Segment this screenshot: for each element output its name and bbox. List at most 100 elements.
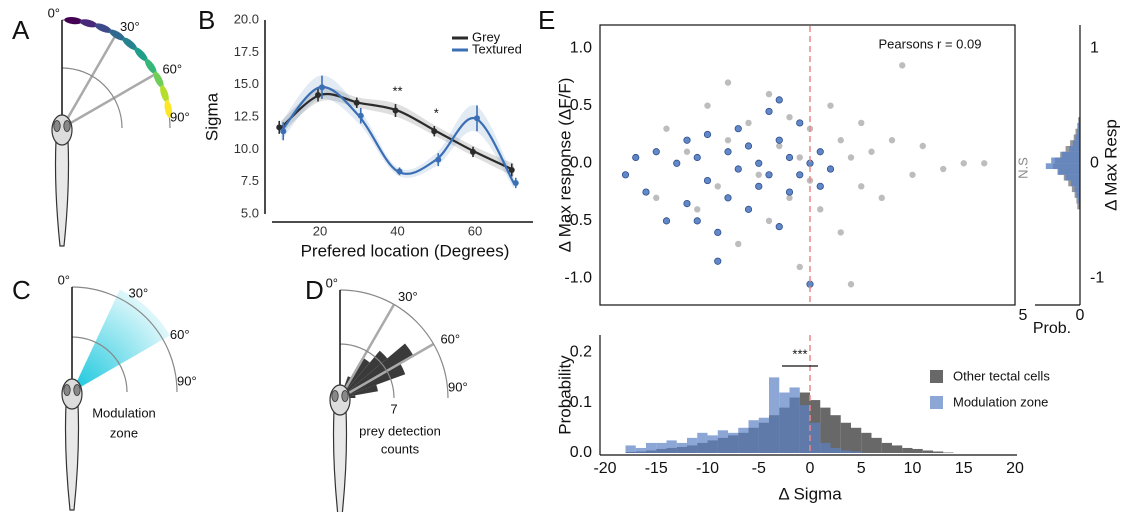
significance: * <box>434 105 439 120</box>
y-tick-label: 5.0 <box>241 205 259 220</box>
angle-label: 60° <box>162 61 182 76</box>
x-tick-label: -5 <box>752 460 766 477</box>
y-tick-label: 12.5 <box>234 108 259 123</box>
scatter-point <box>653 194 660 202</box>
scatter-point <box>694 206 701 213</box>
x-tick-label: -10 <box>696 460 719 477</box>
hist-bar <box>1072 140 1080 146</box>
scatter-point <box>724 79 732 86</box>
zone-label: Modulation <box>92 405 156 420</box>
scatter-point <box>858 183 865 190</box>
y-tick-label: 20.0 <box>234 11 259 26</box>
hist-bar <box>810 422 821 453</box>
polar-bar <box>340 350 388 398</box>
legend-label: Modulation zone <box>953 394 1048 409</box>
panel-letter: C <box>12 275 31 305</box>
angle-label: 0° <box>48 5 60 20</box>
hist-bar <box>902 447 913 453</box>
scatter-point <box>796 263 803 271</box>
scatter-point <box>663 125 670 132</box>
hist-bar <box>697 432 708 453</box>
scatter-point <box>744 142 753 150</box>
hist-bar <box>820 407 831 453</box>
y-tick-label: -0.5 <box>564 212 592 229</box>
receptive-field <box>94 23 112 33</box>
panel-letter: B <box>198 5 215 35</box>
error-band <box>281 75 514 189</box>
data-point <box>512 179 519 186</box>
angle-label: 90° <box>177 373 197 388</box>
panel-letter: E <box>538 5 555 35</box>
inner-arc <box>339 343 395 399</box>
scatter-point <box>826 165 835 173</box>
scatter-point <box>888 137 896 144</box>
angle-label: 30° <box>129 286 149 301</box>
hist-bar <box>871 437 882 453</box>
scatter-point <box>704 102 711 109</box>
scatter-point <box>683 148 691 155</box>
x-tick-label: 0 <box>1076 307 1085 324</box>
scatter-point <box>714 183 721 190</box>
hist-bar <box>656 442 667 453</box>
legend-label: Grey <box>472 29 501 44</box>
hist-bar <box>840 450 851 453</box>
angle-label: 30° <box>120 19 140 34</box>
hist-bar <box>1077 203 1080 210</box>
polar-bar <box>340 357 370 398</box>
scatter-point <box>765 90 773 98</box>
y-tick-label: 15.0 <box>234 76 259 91</box>
y-tick-label: 0.2 <box>570 343 592 360</box>
scatter-point <box>755 159 763 167</box>
scatter-point <box>652 148 660 156</box>
hist-bar <box>707 435 718 453</box>
hist-bar <box>912 448 923 453</box>
y-tick-label: 0 <box>1090 154 1099 171</box>
annotation: N.S <box>1015 157 1030 179</box>
receptive-field <box>64 16 83 25</box>
hist-bar <box>789 387 800 453</box>
hist-bar <box>861 432 872 453</box>
y-tick-label: -1 <box>1090 270 1104 287</box>
receptive-field <box>134 47 148 62</box>
hist-bar <box>820 442 831 453</box>
fish-eye <box>63 120 71 132</box>
angle-label: 30° <box>398 289 418 304</box>
y-axis-label: Sigma <box>202 92 221 141</box>
hist-bar <box>1074 186 1080 193</box>
hist-bar <box>1076 192 1080 198</box>
y-tick-label: 17.5 <box>234 44 259 59</box>
data-point <box>353 99 360 106</box>
scatter-point <box>775 96 783 104</box>
hist-bar <box>892 445 903 453</box>
angle-label: 90° <box>448 379 468 394</box>
inner-arc <box>61 67 123 129</box>
hist-bar <box>769 377 780 453</box>
data-point <box>357 112 364 119</box>
hist-bar <box>738 427 749 453</box>
hist-bar <box>799 405 810 453</box>
scatter-point <box>745 119 752 127</box>
hist-bar <box>1078 197 1080 204</box>
hist-bar <box>779 392 790 453</box>
fish-eye <box>63 384 71 396</box>
significance: ** <box>392 84 402 99</box>
hist-bar <box>625 445 636 453</box>
legend-label: Textured <box>472 41 522 56</box>
receptive-field <box>164 99 173 118</box>
plot-frame <box>599 24 1016 306</box>
polar-bar <box>340 343 414 398</box>
scatter-point <box>765 217 773 225</box>
caption: counts <box>381 441 420 456</box>
receptive-field <box>109 29 125 41</box>
legend-swatch <box>930 370 943 383</box>
scatter-point <box>734 125 742 133</box>
hist-bar <box>1062 151 1080 158</box>
scatter-point <box>765 107 773 116</box>
x-tick-label: 0 <box>806 460 815 477</box>
scatter-point <box>786 194 793 202</box>
hist-bar <box>728 432 739 453</box>
x-axis-label: Prefered location (Degrees) <box>301 241 510 260</box>
scatter-point <box>632 153 640 162</box>
fish-eye <box>341 390 349 402</box>
